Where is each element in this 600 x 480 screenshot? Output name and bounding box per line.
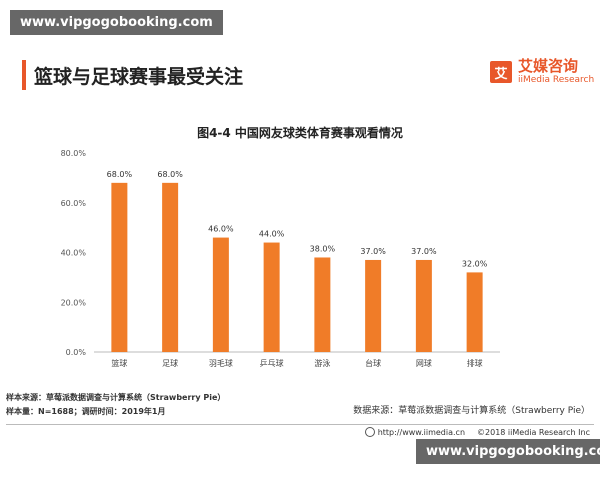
footer-url[interactable]: http://www.iimedia.cn [377,427,466,437]
data-label: 38.0% [310,244,336,253]
data-source: 数据来源：草莓派数据调查与计算系统（Strawberry Pie） [353,406,590,416]
y-tick-label: 40.0% [61,249,87,258]
logo-mark-icon: 艾 [490,61,512,83]
footer-divider [6,424,594,425]
watermark-bottom: www.vipgogobooking.com [416,439,600,464]
y-tick-label: 80.0% [61,149,87,158]
x-tick-label: 乒乓球 [260,358,284,368]
x-tick-label: 篮球 [111,358,127,368]
data-label: 37.0% [411,247,437,256]
bar [212,237,229,352]
data-label: 46.0% [208,225,234,234]
iimedia-logo: 艾 艾媒咨询 iiMedia Research [490,58,594,86]
x-tick-label: 排球 [467,358,483,368]
data-label: 68.0% [157,170,183,179]
bar [415,259,432,352]
data-label: 68.0% [107,170,133,179]
sample-size-line: 样本量：N=1688；调研时间：2019年1月 [6,407,166,416]
logo-name-en: iiMedia Research [518,75,595,85]
sample-source-line: 样本来源：草莓派数据调查与计算系统（Strawberry Pie） [6,393,226,402]
footer-copyright: ©2018 iiMedia Research Inc [477,427,590,437]
data-label: 37.0% [360,247,386,256]
x-tick-label: 足球 [162,358,178,368]
footer: http://www.iimedia.cn ©2018 iiMedia Rese… [364,427,590,437]
logo-name-cn: 艾媒咨询 [518,57,579,75]
header-accent-bar [22,60,26,90]
bar [263,242,280,352]
bar [314,257,331,352]
x-tick-label: 网球 [416,358,432,368]
data-label: 44.0% [259,230,285,239]
bar [111,182,128,352]
sample-source: 样本来源：草莓派数据调查与计算系统（Strawberry Pie） 样本量：N=… [6,391,225,419]
watermark-top: www.vipgogobooking.com [10,10,223,35]
x-tick-label: 羽毛球 [209,358,233,368]
bar [466,272,483,352]
y-tick-label: 60.0% [61,199,87,208]
globe-icon [364,427,375,437]
x-tick-label: 台球 [365,358,381,368]
chart-title: 图4-4 中国网友球类体育赛事观看情况 [197,126,403,140]
page-title: 篮球与足球赛事最受关注 [34,66,244,88]
bar [162,182,179,352]
bar [365,259,382,352]
y-tick-label: 0.0% [66,348,87,357]
data-label: 32.0% [462,259,488,268]
y-tick-label: 20.0% [61,298,87,307]
x-tick-label: 游泳 [314,358,330,368]
